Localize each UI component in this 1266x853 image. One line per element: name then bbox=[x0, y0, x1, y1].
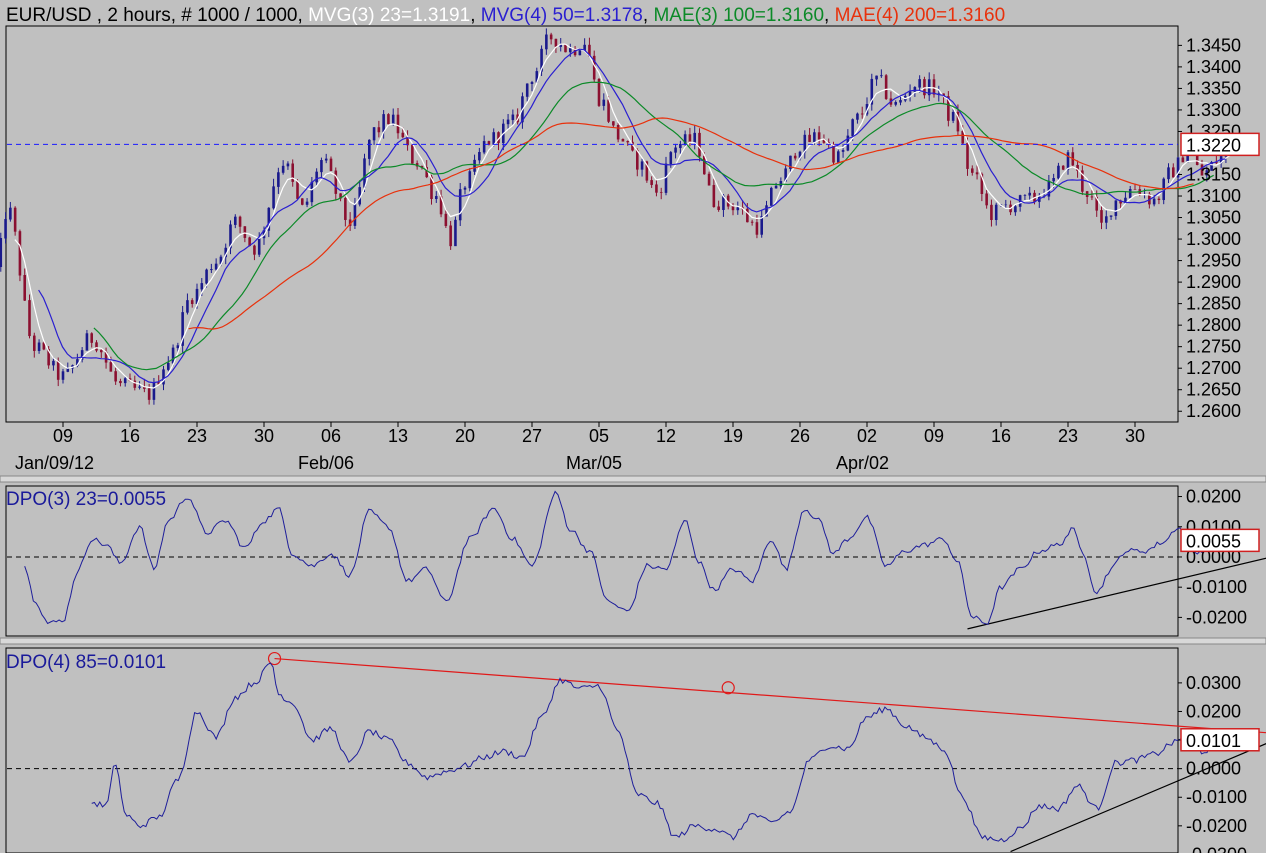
price-x-tick-label: 27 bbox=[522, 426, 542, 446]
price-y-tick-label: 1.3300 bbox=[1186, 100, 1241, 120]
price-x-month-label: Feb/06 bbox=[298, 453, 354, 473]
dpo3-pane: DPO(3) 23=0.0055 0.02000.01000.0000-0.01… bbox=[5, 485, 1266, 637]
dpo3-series-line bbox=[24, 490, 1227, 625]
price-y-tick-label: 1.2600 bbox=[1186, 401, 1241, 421]
price-y-tick-label: 1.2850 bbox=[1186, 294, 1241, 314]
price-x-tick-label: 30 bbox=[1125, 426, 1145, 446]
price-y-tick-label: 1.3450 bbox=[1186, 35, 1241, 55]
price-y-tick-label: 1.2950 bbox=[1186, 251, 1241, 271]
price-x-month-label: Apr/02 bbox=[836, 453, 889, 473]
dpo4-series-line bbox=[91, 662, 1227, 843]
dpo4-y-axis: 0.03000.02000.01000.0000-0.0100-0.0200-0… bbox=[1178, 673, 1247, 853]
legend-mvg4: MVG(4) 50=1.3178 bbox=[481, 5, 643, 26]
last-price-box: 1.3220 bbox=[1180, 132, 1260, 157]
price-y-tick-label: 1.2650 bbox=[1186, 380, 1241, 400]
price-x-tick-label: 05 bbox=[589, 426, 609, 446]
price-x-tick-label: 20 bbox=[455, 426, 475, 446]
y-tick-label: 0.0200 bbox=[1186, 487, 1241, 507]
y-tick-label: -0.0200 bbox=[1186, 816, 1247, 836]
price-y-tick-label: 1.2900 bbox=[1186, 272, 1241, 292]
legend-mae3: MAE(3) 100=1.3160 bbox=[653, 5, 824, 26]
dpo4-trendlines bbox=[267, 651, 1266, 853]
y-tick-label: -0.0300 bbox=[1186, 844, 1247, 853]
dpo4-plot-frame bbox=[5, 647, 1179, 853]
legend-mvg3: MVG(3) 23=1.3191 bbox=[308, 5, 470, 26]
dpo4-support-trendline bbox=[1010, 743, 1266, 853]
price-plot-frame bbox=[5, 25, 1179, 423]
price-x-tick-label: 16 bbox=[991, 426, 1011, 446]
price-x-axis: 09 16 23 30 06 13 20 27 05 12 19 26 02 09 16 23 30 Jan/09… bbox=[15, 422, 1145, 473]
dpo4-last-box: 0.0101 bbox=[1180, 728, 1260, 752]
mae4-line bbox=[188, 117, 1194, 330]
y-tick-label: 0.0000 bbox=[1186, 759, 1241, 779]
dpo3-trendline bbox=[967, 557, 1266, 630]
price-x-tick-label: 16 bbox=[120, 426, 140, 446]
dpo3-last-label: 0.0055 bbox=[1186, 531, 1241, 551]
price-x-month-label: Jan/09/12 bbox=[15, 453, 94, 473]
y-tick-label: -0.0100 bbox=[1186, 577, 1247, 597]
last-price-label: 1.3220 bbox=[1186, 135, 1241, 155]
dpo4-last-label: 0.0101 bbox=[1186, 731, 1241, 751]
chart-title: EUR/USD , 2 hours, # 1000 / 1000, MVG(3)… bbox=[6, 5, 1005, 26]
dpo4-resistance-trendline bbox=[274, 657, 1266, 734]
price-y-tick-label: 1.3050 bbox=[1186, 208, 1241, 228]
price-x-month-label: Mar/05 bbox=[566, 453, 622, 473]
price-x-tick-label: 26 bbox=[790, 426, 810, 446]
dpo4-title: DPO(4) 85=0.0101 bbox=[6, 652, 166, 673]
y-tick-label: -0.0200 bbox=[1186, 607, 1247, 627]
price-pane: 1.34501.34001.33501.33001.32501.31501.31… bbox=[0, 25, 1260, 473]
y-tick-label: 0.0200 bbox=[1186, 701, 1241, 721]
dpo3-title: DPO(3) 23=0.0055 bbox=[6, 489, 166, 510]
price-x-tick-label: 13 bbox=[388, 426, 408, 446]
pane-splitter-2[interactable] bbox=[0, 637, 1266, 645]
price-x-tick-label: 12 bbox=[656, 426, 676, 446]
price-x-tick-label: 19 bbox=[723, 426, 743, 446]
price-x-tick-label: 23 bbox=[187, 426, 207, 446]
price-y-axis: 1.34501.34001.33501.33001.32501.31501.31… bbox=[1178, 35, 1241, 421]
dpo3-plot-frame bbox=[5, 485, 1179, 637]
price-x-tick-label: 30 bbox=[254, 426, 274, 446]
legend-mae4: MAE(4) 200=1.3160 bbox=[835, 5, 1006, 26]
price-x-tick-label: 09 bbox=[924, 426, 944, 446]
price-y-tick-label: 1.2750 bbox=[1186, 337, 1241, 357]
dpo3-last-box: 0.0055 bbox=[1180, 528, 1260, 553]
y-tick-label: 0.0300 bbox=[1186, 673, 1241, 693]
dpo4-marker-circle bbox=[721, 681, 735, 695]
symbol-label: EUR/USD , 2 hours, # 1000 / 1000 bbox=[6, 5, 298, 26]
mae3-line bbox=[93, 81, 1214, 371]
pane-splitter-1[interactable] bbox=[0, 475, 1266, 483]
price-y-tick-label: 1.2800 bbox=[1186, 315, 1241, 335]
price-y-tick-label: 1.3150 bbox=[1186, 165, 1241, 185]
price-y-tick-label: 1.3100 bbox=[1186, 186, 1241, 206]
dpo3-support-trendline bbox=[967, 557, 1266, 630]
price-x-tick-label: 02 bbox=[857, 426, 877, 446]
price-y-tick-label: 1.2700 bbox=[1186, 358, 1241, 378]
dpo4-marker-circle bbox=[267, 651, 282, 666]
price-y-tick-label: 1.3000 bbox=[1186, 229, 1241, 249]
price-y-tick-label: 1.3400 bbox=[1186, 57, 1241, 77]
price-x-tick-label: 09 bbox=[53, 426, 73, 446]
y-tick-label: -0.0100 bbox=[1186, 787, 1247, 807]
price-x-tick-label: 06 bbox=[321, 426, 341, 446]
mvg4-line bbox=[38, 48, 1226, 384]
price-y-tick-label: 1.3350 bbox=[1186, 78, 1241, 98]
moving-averages bbox=[14, 43, 1231, 389]
price-x-tick-label: 23 bbox=[1058, 426, 1078, 446]
dpo4-pane: DPO(4) 85=0.0101 0.03000.02000.01000.000… bbox=[5, 647, 1266, 853]
